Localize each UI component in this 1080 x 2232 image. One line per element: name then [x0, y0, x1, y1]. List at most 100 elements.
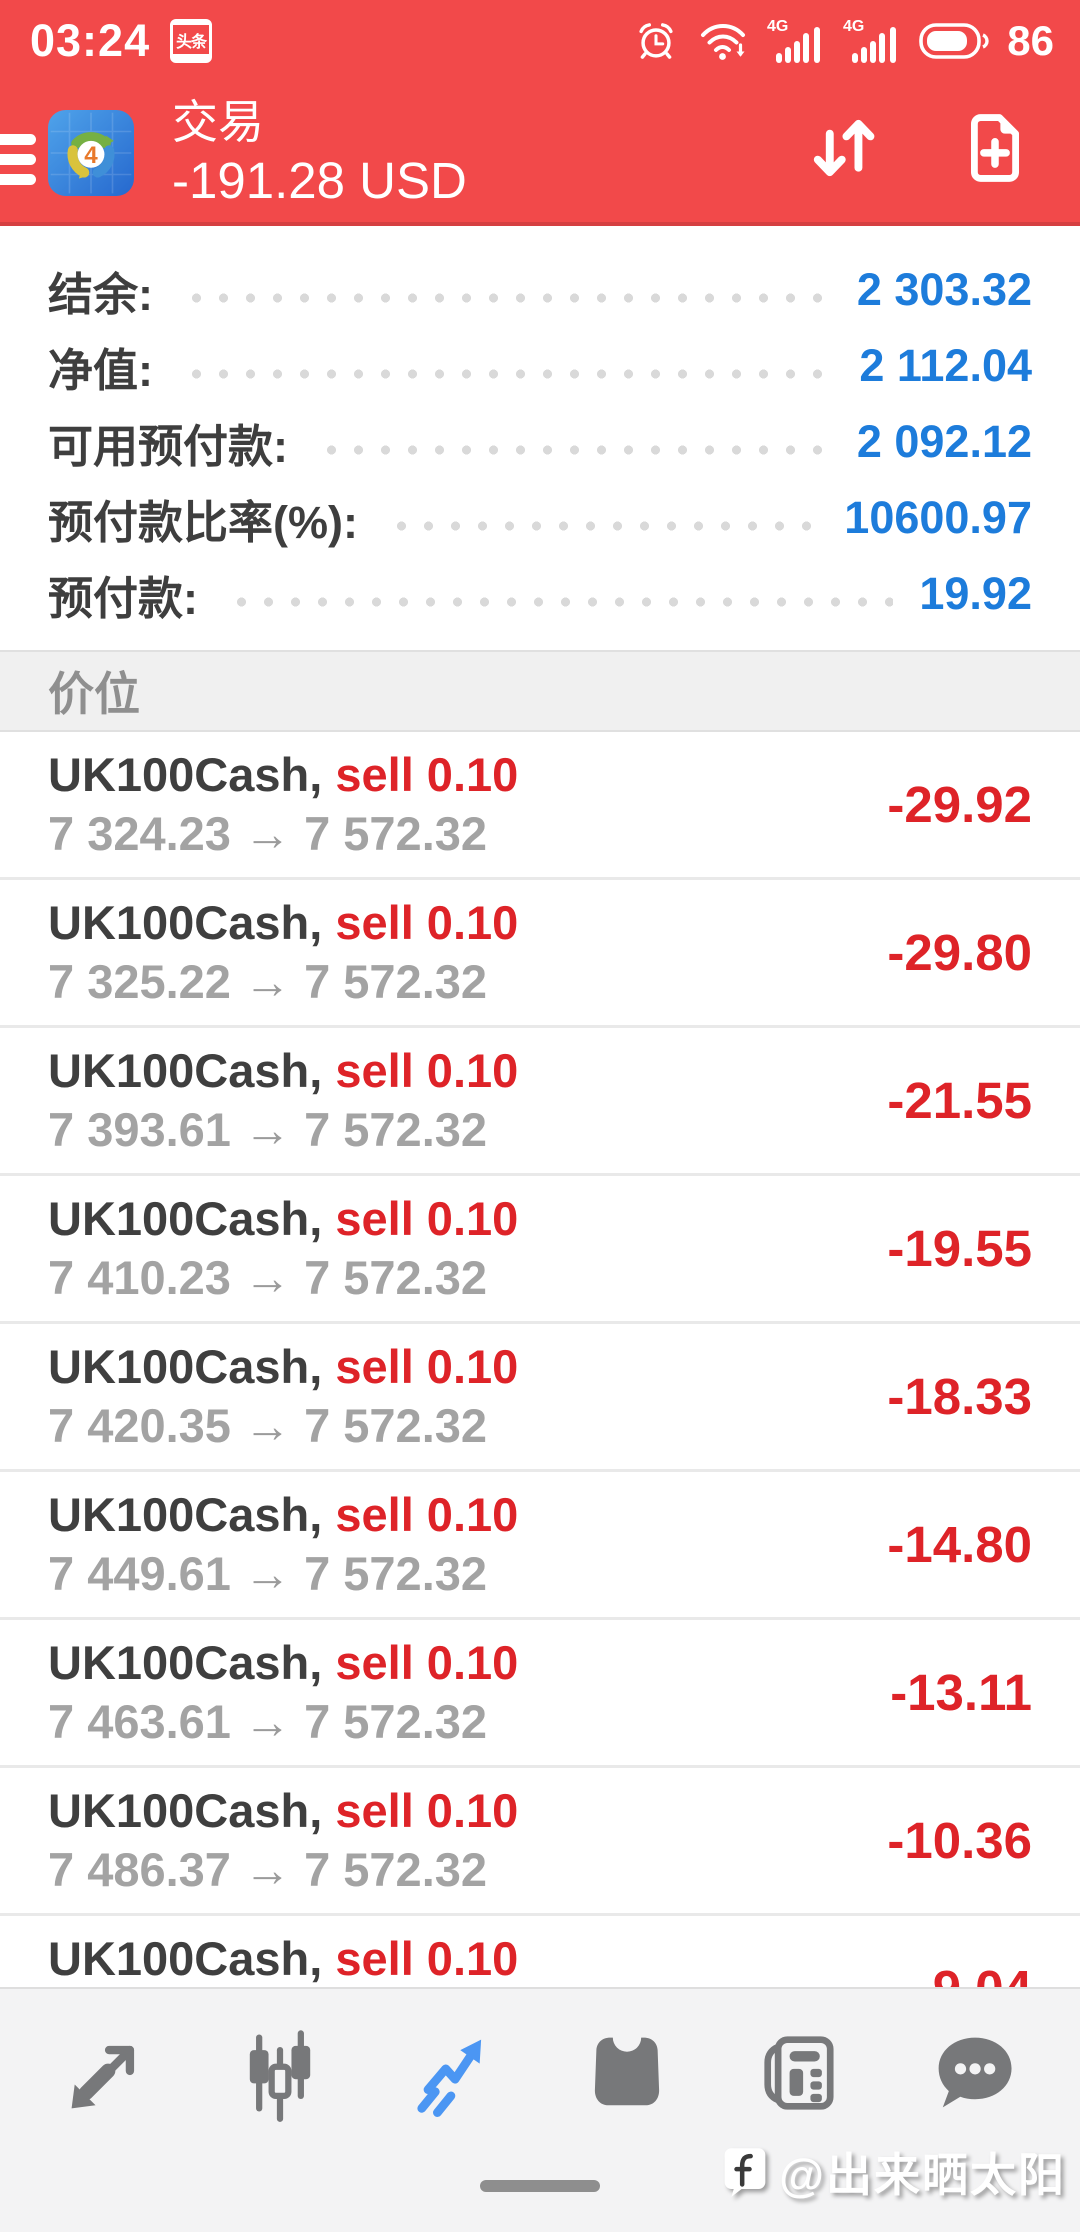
- nav-trade-button[interactable]: [367, 2007, 540, 2139]
- nav-quotes-button[interactable]: [20, 2007, 193, 2139]
- position-profit: -18.33: [887, 1368, 1032, 1425]
- total-profit-value: -191.28 USD: [172, 152, 467, 209]
- position-symbol: UK100Cash,: [48, 1784, 323, 1837]
- section-header-positions: 价位: [0, 650, 1080, 732]
- dotted-leader: [387, 520, 819, 532]
- nav-news-button[interactable]: [713, 2007, 886, 2139]
- position-row[interactable]: UK100Cash, sell 0.10 7 449.61 → 7 572.32…: [0, 1472, 1080, 1620]
- arrow-right-glyph: →: [244, 1399, 292, 1452]
- nav-messages-button[interactable]: [887, 2007, 1060, 2139]
- status-time: 03:24: [30, 15, 151, 66]
- position-profit: -13.11: [890, 1664, 1032, 1721]
- position-row[interactable]: UK100Cash, sell 0.10 7 410.23 → 7 572.32…: [0, 1176, 1080, 1324]
- section-header-label: 价位: [48, 668, 140, 720]
- position-row[interactable]: UK100Cash, sell 0.10 7 420.35 → 7 572.32…: [0, 1324, 1080, 1472]
- position-row[interactable]: UK100Cash, sell 0.10 7 463.61 → 7 572.32…: [0, 1620, 1080, 1768]
- signal-4g-icon: 4G: [843, 18, 897, 63]
- position-current-price: 7 572.32: [304, 1547, 488, 1600]
- position-side-volume: sell 0.10: [335, 748, 519, 801]
- position-profit: -10.36: [887, 1812, 1032, 1869]
- summary-label: 预付款比率(%):: [48, 496, 358, 548]
- position-row[interactable]: UK100Cash, sell 0.10 7 497.37 → 7 572.32…: [0, 1916, 1080, 1987]
- position-symbol: UK100Cash,: [48, 1192, 323, 1245]
- position-row[interactable]: UK100Cash, sell 0.10 7 325.22 → 7 572.32…: [0, 880, 1080, 1028]
- battery-percent: 86: [1007, 17, 1054, 64]
- position-open-price: 7 420.35: [48, 1399, 231, 1452]
- home-indicator[interactable]: [480, 2180, 600, 2192]
- position-open-price: 7 410.23: [48, 1251, 231, 1304]
- watermark-text: @出来晒太阳: [779, 2149, 1066, 2201]
- position-profit: -21.55: [887, 1072, 1032, 1129]
- signal-4g-icon: 4G: [767, 18, 821, 63]
- summary-label: 可用预付款:: [48, 420, 288, 472]
- arrow-right-glyph: →: [244, 1843, 292, 1896]
- summary-label: 结余:: [48, 268, 153, 320]
- position-side-volume: sell 0.10: [335, 1636, 519, 1689]
- position-side-volume: sell 0.10: [335, 1192, 519, 1245]
- position-current-price: 7 572.32: [304, 1103, 488, 1156]
- position-open-price: 7 325.22: [48, 955, 231, 1008]
- arrow-right-glyph: →: [244, 955, 292, 1008]
- nav-charts-button[interactable]: [193, 2007, 366, 2139]
- position-symbol: UK100Cash,: [48, 1636, 323, 1689]
- position-side-volume: sell 0.10: [335, 1784, 519, 1837]
- arrow-right-glyph: →: [244, 1547, 292, 1600]
- svg-text:4G: 4G: [843, 18, 864, 35]
- menu-drawer-handle[interactable]: [0, 134, 36, 185]
- position-symbol: UK100Cash,: [48, 1044, 323, 1097]
- battery-icon: [919, 23, 989, 59]
- app-header: 03:24 头条: [0, 0, 1080, 226]
- sort-button[interactable]: [802, 105, 888, 194]
- position-profit: -9.04: [916, 1959, 1032, 1987]
- watermark: @出来晒太阳: [721, 2139, 1066, 2205]
- app-bar: 4 交易 -191.28 USD: [0, 76, 1080, 222]
- positions-list: UK100Cash, sell 0.10 7 324.23 → 7 572.32…: [0, 732, 1080, 1987]
- status-bar: 03:24 头条: [0, 0, 1080, 76]
- summary-value: 19.92: [919, 568, 1032, 619]
- toutiao-notification-icon: 头条: [170, 19, 213, 63]
- position-row[interactable]: UK100Cash, sell 0.10 7 324.23 → 7 572.32…: [0, 732, 1080, 880]
- dotted-leader: [318, 444, 831, 456]
- arrow-right-glyph: →: [244, 1251, 292, 1304]
- position-open-price: 7 449.61: [48, 1547, 231, 1600]
- position-open-price: 7 393.61: [48, 1103, 231, 1156]
- position-side-volume: sell 0.10: [335, 1932, 519, 1985]
- position-profit: -14.80: [887, 1516, 1032, 1573]
- svg-text:4G: 4G: [767, 18, 788, 35]
- account-summary: 结余: 2 303.32 净值: 2 112.04 可用预付款: 2 092.1…: [0, 226, 1080, 632]
- summary-row: 可用预付款: 2 092.12: [48, 404, 1032, 480]
- sort-icon: [813, 119, 875, 176]
- arrow-right-glyph: →: [244, 1695, 292, 1748]
- position-symbol: UK100Cash,: [48, 748, 323, 801]
- position-side-volume: sell 0.10: [335, 1044, 519, 1097]
- position-current-price: 7 572.32: [304, 1695, 488, 1748]
- summary-row: 净值: 2 112.04: [48, 328, 1032, 404]
- svg-text:4: 4: [84, 142, 98, 169]
- summary-label: 预付款:: [48, 572, 198, 624]
- page-title: 交易: [172, 96, 264, 148]
- position-row[interactable]: UK100Cash, sell 0.10 7 393.61 → 7 572.32…: [0, 1028, 1080, 1176]
- mt4-app-icon: 4: [48, 110, 134, 196]
- wifi-icon: [701, 23, 746, 60]
- history-inbox-icon: [594, 2037, 659, 2106]
- position-profit: -29.80: [887, 924, 1032, 981]
- nav-history-button[interactable]: [540, 2007, 713, 2139]
- summary-value: 2 092.12: [856, 416, 1032, 467]
- alarm-icon: [639, 23, 673, 59]
- new-order-button[interactable]: [952, 105, 1038, 194]
- dotted-leader: [228, 596, 894, 608]
- position-open-price: 7 463.61: [48, 1695, 231, 1748]
- summary-row: 结余: 2 303.32: [48, 252, 1032, 328]
- summary-value: 2 303.32: [856, 264, 1032, 315]
- position-symbol: UK100Cash,: [48, 1932, 323, 1985]
- position-current-price: 7 572.32: [304, 1251, 488, 1304]
- position-row[interactable]: UK100Cash, sell 0.10 7 486.37 → 7 572.32…: [0, 1768, 1080, 1916]
- position-side-volume: sell 0.10: [335, 1340, 519, 1393]
- watermark-logo-icon: [724, 2148, 766, 2197]
- position-profit: -19.55: [887, 1220, 1032, 1277]
- position-open-price: 7 324.23: [48, 807, 231, 860]
- arrow-right-glyph: →: [244, 1103, 292, 1156]
- trade-icon-active: [417, 2039, 482, 2117]
- dotted-leader: [183, 368, 834, 380]
- position-current-price: 7 572.32: [304, 955, 488, 1008]
